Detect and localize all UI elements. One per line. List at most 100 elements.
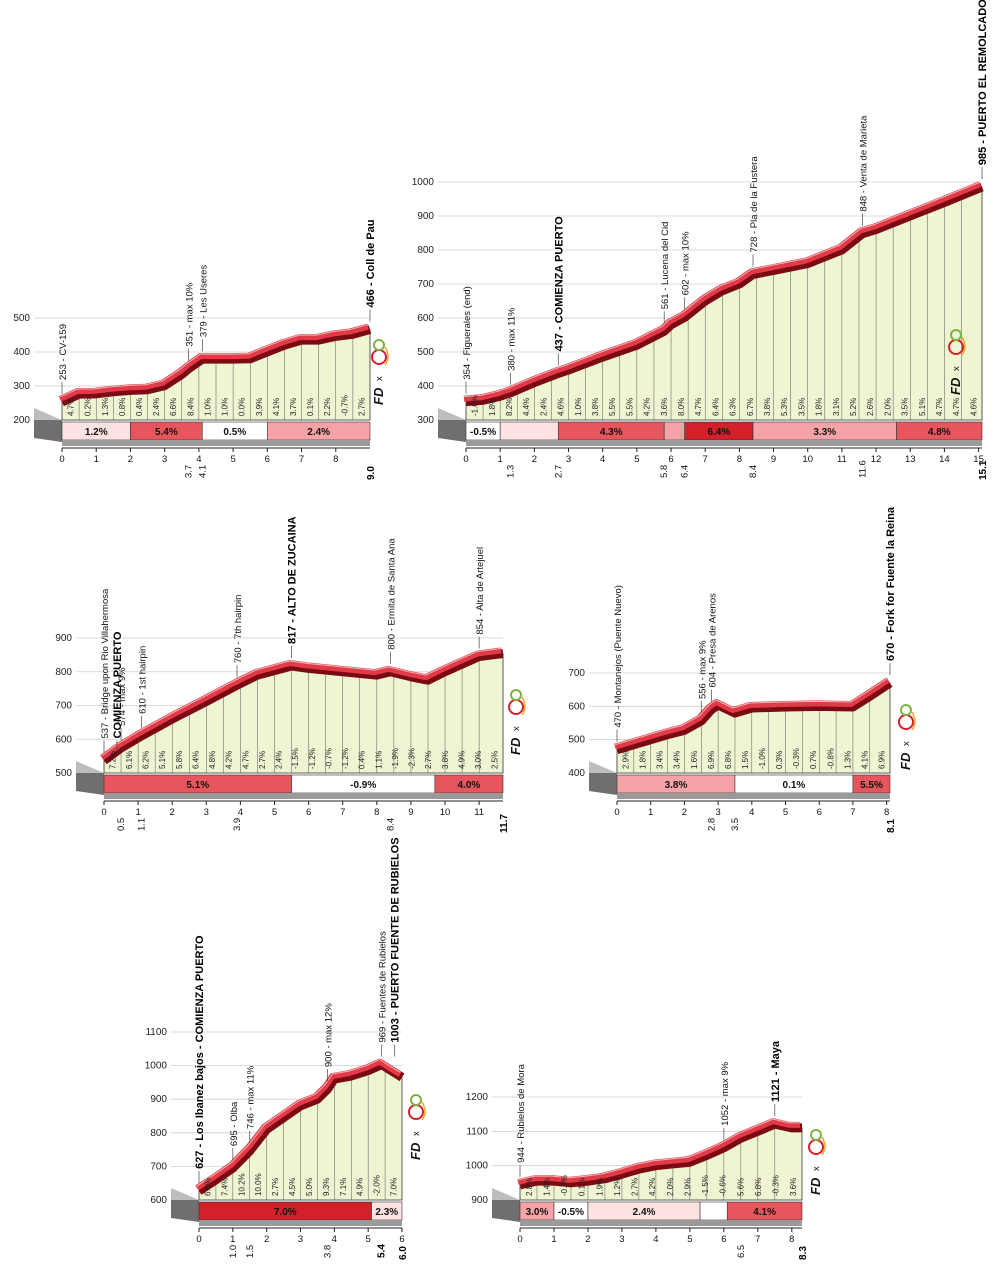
x-tick-label: 0 [59, 454, 64, 465]
x-extra-tick-label: 2.7 [553, 465, 564, 478]
km-gradient-label: 6.6% [169, 398, 178, 416]
km-gradient-label: 1.6% [690, 751, 699, 769]
annotation-label: 985 - PUERTO EL REMOLCADOR [977, 0, 989, 165]
km-gradient-label: 8.0% [677, 398, 686, 416]
km-gradient-label: 1.4% [542, 1178, 551, 1196]
x-tick-label: 7 [755, 1234, 760, 1245]
km-gradient-label: 5.0% [305, 1178, 314, 1196]
km-gradient-label: 6.8% [724, 751, 733, 769]
km-gradient-label: 6.4% [711, 398, 720, 416]
x-extra-tick-label: 3.8 [323, 1245, 334, 1258]
x-tick-label: 3 [715, 807, 720, 818]
y-tick-label: 400 [417, 381, 434, 392]
km-gradient-label: 1.2% [613, 1178, 622, 1196]
annotation-label: 800 - Ermita de Santa Ana [386, 538, 397, 650]
km-gradient-label: 2.9% [683, 1178, 692, 1196]
km-gradient-label: -1.5% [701, 1175, 710, 1196]
gradient-segment-label: 5.4% [155, 427, 178, 438]
km-gradient-label: 8.2% [505, 398, 514, 416]
x-extra-tick-label: 4.1 [197, 465, 208, 478]
annotation-label: 670 - Fork for Fuente la Reina [885, 506, 897, 661]
x-tick-label: 1 [135, 807, 140, 818]
x-tick-label: 6 [817, 807, 822, 818]
x-tick-label: 0 [101, 807, 106, 818]
km-gradient-label: -2.3% [408, 748, 417, 769]
annotation-label: 627 - Los Ibanez bajos - COMIENZA PUERTO [194, 935, 206, 1169]
gradient-segment-label: -0.9% [350, 780, 376, 791]
x-extra-tick-label: 5.4 [377, 1244, 388, 1258]
road-ribbon-shadow [196, 1060, 405, 1195]
y-tick-label: 600 [417, 313, 434, 324]
x-extra-tick-label: 3.9 [232, 818, 243, 831]
km-gradient-label: -1.2% [341, 748, 350, 769]
brand-logo-text: FD [508, 737, 523, 755]
base-corner [34, 408, 62, 420]
x-tick-label: 6 [721, 1234, 726, 1245]
x-extra-tick-label: 3.5 [730, 818, 741, 831]
x-tick-label: 14 [939, 454, 950, 465]
x-extra-tick-label: 8.4 [748, 465, 759, 478]
x-tick-label: 1 [551, 1234, 556, 1245]
x-tick-label: 8 [789, 1234, 794, 1245]
annotation-label: 817 - ALTO DE ZUCAINA [287, 516, 299, 644]
km-gradient-label: 3.4% [656, 751, 665, 769]
base-bottom [199, 1220, 402, 1226]
base-side [171, 1200, 199, 1222]
x-tick-label: 0 [517, 1234, 522, 1245]
ciclo-web-logo-icon [898, 714, 914, 730]
x-tick-label: 0 [463, 454, 468, 465]
annotation-label: 944 - Rubielos de Mora [516, 1063, 527, 1162]
annotation-label: 351 - max 10% [185, 282, 196, 346]
km-gradient-label: 2.4% [152, 398, 161, 416]
brand-logo-text: FD [948, 377, 963, 395]
km-gradient-label: 4.4% [522, 398, 531, 416]
annotation-label: 610 - 1st hairpin [138, 646, 149, 714]
km-gradient-label: 4.7% [694, 398, 703, 416]
km-gradient-label: 0.1% [306, 398, 315, 416]
brand-logo-x: x [951, 366, 962, 371]
km-gradient-label: 6.7% [746, 398, 755, 416]
road-ribbon [614, 677, 890, 750]
km-gradient-label: 6.8% [754, 1178, 763, 1196]
base-corner [492, 1188, 520, 1200]
km-gradient-label: 1.8% [639, 751, 648, 769]
x-tick-label: 7 [850, 807, 855, 818]
km-gradient-label: 2.7% [357, 398, 366, 416]
y-tick-label: 500 [417, 347, 434, 358]
km-gradient-label: 1.0% [574, 398, 583, 416]
km-gradient-label: -2.0% [373, 1175, 382, 1196]
gradient-segment-label: -0.5% [558, 1207, 584, 1218]
gradient-segment-label: -0.5% [470, 427, 496, 438]
km-gradient-label: 2.4% [275, 751, 284, 769]
x-extra-tick-label: 8.4 [385, 818, 396, 831]
base-side [34, 420, 62, 442]
x-tick-label: 9 [771, 454, 776, 465]
ciclo-web-logo-icon [808, 1139, 824, 1155]
km-gradient-label: 2.2% [323, 398, 332, 416]
x-tick-label: 2 [585, 1234, 590, 1245]
km-gradient-label: -1.9% [391, 748, 400, 769]
gradient-segment [699, 1201, 728, 1221]
y-tick-label: 600 [150, 1195, 167, 1206]
profile-chart-maya: 900 1000 1100 1200 2.8% 1.4% -0.9% 0.1% 1.9% 1.2%… [466, 1040, 826, 1260]
km-gradient-label: 3.9% [255, 398, 264, 416]
base-corner [438, 408, 466, 420]
x-tick-label: 5 [230, 454, 235, 465]
km-gradient-label: 3.6% [789, 1178, 798, 1196]
brand-logo-text: FD [898, 752, 913, 770]
ciclo-web-arc-icon [821, 1136, 826, 1156]
profile-chart-zucaina: 500 600 700 800 900 7.2% 6.1% 6.2% 5.1% 5.8% 6.4% 4… [55, 516, 526, 833]
x-tick-label: 8 [333, 454, 338, 465]
km-gradient-label: 2.7% [424, 751, 433, 769]
gradient-segment-label: 4.1% [753, 1207, 776, 1218]
km-gradient-label: 2.8% [525, 1178, 534, 1196]
annotation-label: 1052 - max 9% [720, 1061, 731, 1125]
ciclo-web-logo-icon [508, 699, 524, 715]
km-gradient-label: 2.4% [539, 398, 548, 416]
annotation-label: 760 - 7th hairpin [233, 595, 244, 664]
x-tick-label: 4 [332, 1234, 337, 1245]
km-gradient-label: 7.4% [220, 1178, 229, 1196]
annotation-label: 380 - max 11% [506, 307, 517, 371]
annotation-label: 695 - Olba [229, 1101, 240, 1146]
